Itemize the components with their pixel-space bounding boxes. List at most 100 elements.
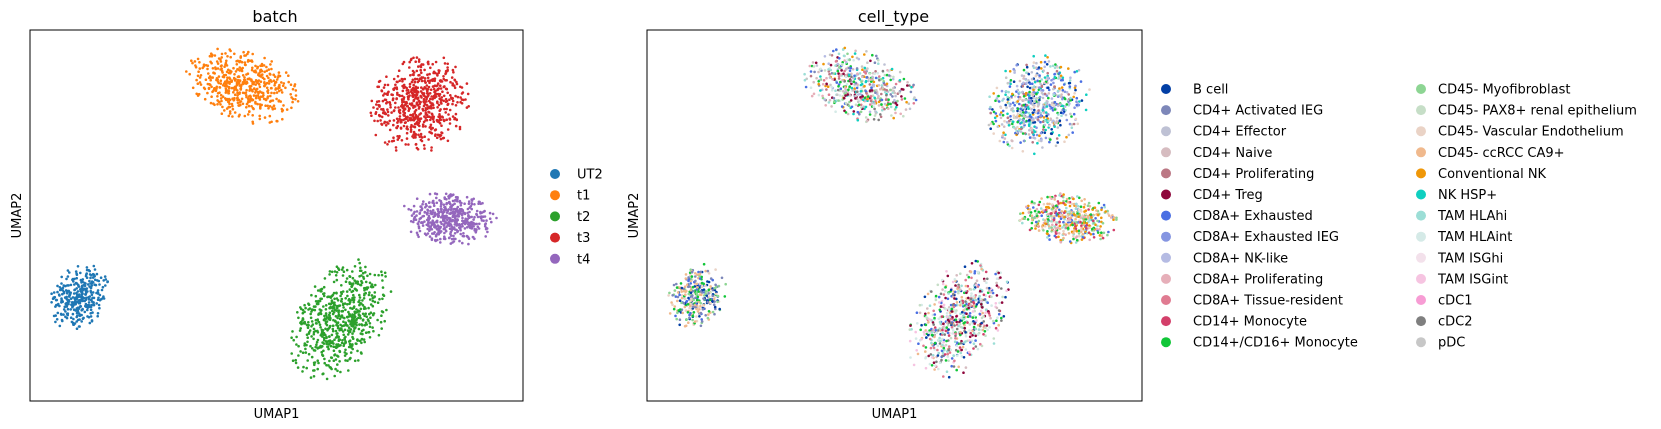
batch-point (62, 291, 66, 295)
batch-point (375, 103, 378, 106)
batch-point (442, 94, 446, 98)
batch-point (332, 324, 335, 328)
batch-point (313, 363, 316, 367)
batch-point (85, 287, 89, 290)
cell-type-point (1112, 218, 1115, 221)
cell-type-point (843, 92, 846, 95)
cell-type-point (885, 82, 889, 86)
batch-point (383, 120, 387, 124)
batch-point (322, 294, 326, 298)
batch-point (345, 277, 349, 280)
batch-point (421, 123, 425, 126)
batch-point (284, 71, 288, 74)
batch-point (361, 332, 364, 336)
batch-point (425, 97, 428, 101)
batch-point (292, 338, 296, 342)
batch-point (327, 302, 331, 306)
batch-point (249, 95, 252, 98)
batch-point (433, 213, 437, 216)
batch-point (278, 74, 282, 78)
cell-type-point (1102, 203, 1106, 207)
batch-point (255, 87, 259, 91)
batch-point (106, 280, 109, 284)
batch-point (467, 242, 470, 246)
batch-point (330, 333, 334, 337)
cell-type-point (892, 89, 896, 93)
cell-type-point (1008, 104, 1012, 108)
cell-type-point (1006, 116, 1010, 120)
batch-point (472, 218, 475, 221)
batch-point (227, 68, 230, 72)
batch-point (415, 210, 419, 213)
cell-type-point (1041, 89, 1045, 92)
batch-point (459, 226, 462, 230)
batch-point (412, 73, 415, 77)
cell-type-point (976, 270, 980, 274)
cell-type-point (1082, 215, 1086, 218)
batch-point (198, 61, 201, 64)
batch-point (395, 126, 398, 129)
batch-point (476, 215, 480, 219)
cell-type-point (1085, 224, 1089, 227)
cell-type-point (961, 310, 964, 314)
batch-point (426, 107, 429, 111)
cell-type-point (934, 294, 938, 298)
batch-point (419, 205, 422, 208)
cell-type-point (979, 297, 982, 301)
cell-type-point (853, 52, 857, 55)
batch-point (460, 212, 463, 216)
cell-type-point (1074, 217, 1077, 221)
cell-type-point (1076, 122, 1080, 126)
cell-type-point (843, 69, 846, 73)
cell-type-point (932, 309, 935, 313)
batch-point (188, 72, 191, 76)
cell-type-point (1022, 103, 1025, 107)
cell-type-point (1050, 226, 1053, 229)
cell-type-point (687, 321, 690, 325)
batch-point (300, 307, 303, 311)
cell-type-point (1045, 114, 1048, 118)
batch-point (65, 305, 69, 308)
cell-type-point (972, 304, 976, 308)
batch-point (424, 202, 428, 206)
batch-point (86, 283, 90, 286)
cell-type-point (1087, 208, 1090, 211)
batch-point (56, 311, 60, 315)
cell-type-point (1104, 210, 1107, 213)
cell-type-point (893, 98, 896, 102)
batch-point (398, 79, 402, 83)
cell-type-point (941, 278, 944, 282)
cell-type-point (1026, 218, 1030, 221)
batch-point (364, 280, 368, 284)
batch-point (438, 135, 442, 138)
cell-type-point (840, 69, 843, 72)
cell-type-point (837, 72, 840, 75)
cell-type-point (941, 282, 945, 286)
cell-type-point (1031, 111, 1035, 114)
cell-type-point (1099, 237, 1102, 241)
cell-type-point (1000, 301, 1004, 304)
batch-point (291, 330, 294, 333)
batch-point (448, 201, 451, 204)
batch-point (307, 323, 310, 327)
cell-type-point (890, 67, 894, 71)
cell-type-point (1035, 126, 1038, 129)
batch-point (419, 216, 423, 220)
cell-type-point (1064, 113, 1068, 117)
batch-point (360, 341, 363, 345)
cell-type-point (1067, 232, 1071, 235)
batch-point (467, 105, 471, 108)
batch-point (424, 111, 428, 115)
batch-point (313, 308, 317, 312)
cell-type-point (998, 301, 1001, 305)
batch-legend-label: t1 (577, 189, 590, 204)
batch-point (417, 107, 421, 110)
cell-type-point (861, 98, 865, 102)
cell-type-point (908, 84, 911, 87)
cell-type-point (927, 333, 930, 337)
batch-point (439, 220, 443, 224)
batch-point (365, 315, 369, 319)
batch-point (437, 69, 441, 72)
cell-type-point (1058, 194, 1061, 197)
batch-point (409, 58, 413, 62)
